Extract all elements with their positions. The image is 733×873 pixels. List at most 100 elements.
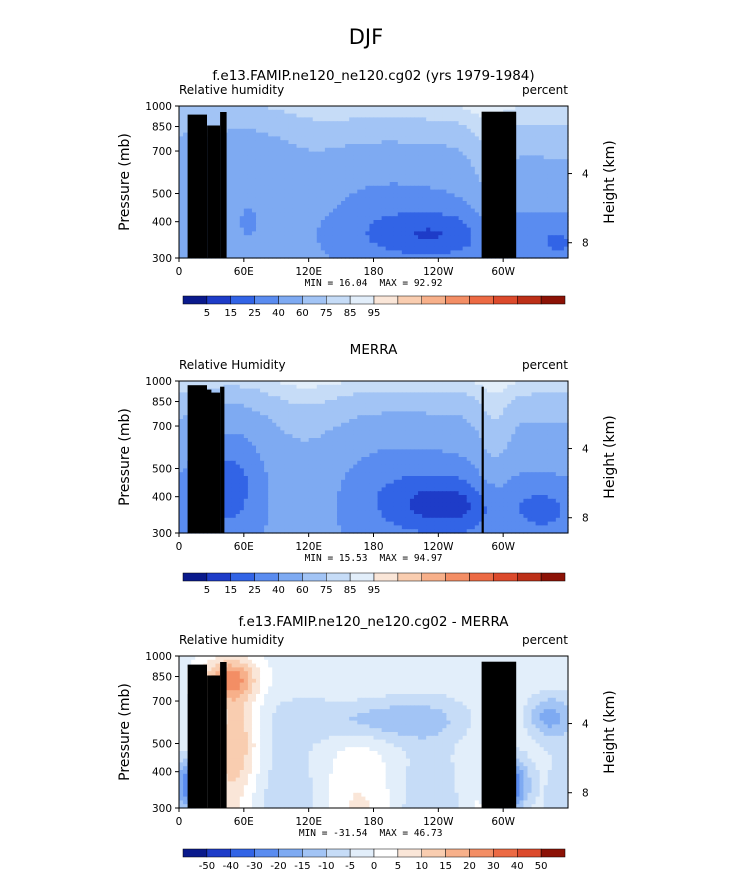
heatmap-cell [243, 235, 249, 240]
heatmap-cell [304, 254, 310, 259]
heatmap-cell [559, 204, 565, 210]
heatmap-cell [405, 159, 411, 164]
heatmap-cell [434, 159, 439, 164]
heatmap-cell [377, 403, 383, 409]
heatmap-cell [555, 223, 561, 229]
heatmap-cell [324, 231, 330, 236]
heatmap-cell [414, 254, 419, 259]
heatmap-cell [527, 185, 533, 191]
heatmap-cell [304, 163, 310, 168]
heatmap-cells [179, 381, 569, 534]
heatmap-cell [559, 403, 565, 409]
heatmap-cell [454, 384, 460, 390]
heatmap-cell [450, 208, 456, 213]
heatmap-cell [543, 381, 549, 386]
heatmap-cell [235, 239, 241, 244]
heatmap-cell [438, 136, 443, 141]
heatmap-cell [324, 193, 330, 198]
heatmap-cell [385, 121, 391, 126]
heatmap-cell [353, 106, 358, 111]
heatmap-cell [349, 392, 354, 397]
heatmap-cell [531, 204, 537, 210]
heatmap-cell [300, 246, 306, 251]
heatmap-cell [527, 242, 533, 248]
heatmap-cell [446, 235, 452, 240]
heatmap-cell [539, 246, 545, 251]
heatmap-cell [438, 159, 443, 164]
heatmap-cell [559, 197, 565, 202]
heatmap-cell [531, 136, 537, 141]
heatmap-cell [559, 159, 565, 164]
heatmap-cell [559, 419, 565, 424]
heatmap-cell [337, 223, 342, 229]
heatmap-cell [389, 216, 395, 221]
heatmap-cell [349, 189, 354, 194]
heatmap-cell [357, 159, 362, 164]
heatmap-cell [284, 246, 289, 251]
heatmap-cell [276, 242, 281, 248]
heatmap-cell [414, 201, 419, 206]
heatmap-cell [179, 201, 184, 206]
heatmap-cell [418, 170, 423, 175]
heatmap-cell [450, 381, 456, 386]
heatmap-cell [361, 174, 366, 179]
heatmap-cell [361, 239, 366, 244]
heatmap-cell [401, 216, 407, 221]
heatmap-cell [559, 125, 565, 130]
colorbar-label: 95 [368, 308, 381, 319]
heatmap-cell [531, 235, 537, 240]
heatmap-cell [547, 231, 553, 236]
heatmap-cell [389, 151, 395, 156]
heatmap-cell [243, 231, 249, 236]
heatmap-cell [478, 189, 484, 194]
heatmap-cell [276, 113, 281, 118]
heatmap-cell [345, 109, 350, 115]
heatmap-cell [341, 117, 346, 122]
heatmap-cell [531, 415, 537, 420]
heatmap-cell [276, 174, 281, 179]
heatmap-cell [353, 189, 358, 194]
heatmap-cell [341, 381, 346, 386]
heatmap-cell [288, 415, 294, 420]
heatmap-cell [227, 151, 233, 156]
panel-1: f.e13.FAMIP.ne120_ne120.cg02 (yrs 1979-1… [117, 68, 618, 319]
heatmap-cell [280, 419, 285, 424]
heatmap-cell [328, 204, 334, 210]
heatmap-cell [251, 220, 257, 225]
heatmap-cell [430, 197, 435, 202]
heatmap-cell [434, 381, 439, 386]
heatmap-cell [239, 208, 245, 213]
heatmap-cell [531, 182, 537, 187]
heatmap-cell [495, 381, 500, 386]
heatmap-cell [239, 254, 245, 259]
heatmap-cell [300, 407, 306, 412]
heatmap-cell [227, 155, 233, 160]
heatmap-cell [264, 403, 269, 409]
heatmap-cell [523, 392, 529, 397]
heatmap-cell [264, 220, 269, 225]
heatmap-cell [292, 235, 298, 240]
heatmap-cell [345, 216, 350, 221]
colorbar-label: 40 [272, 308, 285, 319]
heatmap-cell [535, 208, 541, 213]
heatmap-cell [341, 163, 346, 168]
heatmap-cell [450, 197, 456, 202]
heatmap-cell [243, 411, 249, 416]
heatmap-cell [179, 419, 184, 424]
heatmap-cell [324, 208, 330, 213]
heatmap-cell [211, 117, 217, 122]
heatmap-cell [373, 419, 379, 424]
heatmap-cell [312, 250, 318, 255]
heatmap-cell [349, 415, 354, 420]
colorbar-swatch [421, 295, 446, 305]
heatmap-cell [272, 163, 277, 168]
heatmap-cell [422, 117, 427, 122]
heatmap-cell [365, 163, 371, 168]
heatmap-cell [422, 212, 427, 217]
heatmap-cell [474, 415, 480, 420]
heatmap-cell [308, 132, 314, 137]
heatmap-cell [478, 155, 484, 160]
heatmap-cell [300, 174, 306, 179]
heatmap-cell [179, 121, 184, 126]
heatmap-cell [276, 396, 281, 401]
